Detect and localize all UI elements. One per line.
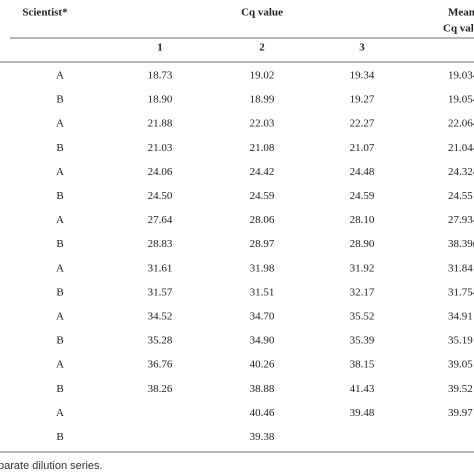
cq-cell: 31.57: [148, 286, 173, 298]
scientist-cell: B: [56, 431, 63, 443]
cq-cell: 31.51: [250, 286, 275, 298]
scientist-cell: A: [56, 359, 64, 371]
cq-cell: 36.76: [148, 359, 173, 371]
cq-cell: 18.99: [250, 94, 275, 106]
cq-cell: 24.59: [350, 190, 375, 202]
cq-cell: 22.27: [350, 118, 375, 130]
cq-cell: 28.83: [148, 238, 173, 250]
cq-cell: 34.90: [250, 335, 275, 347]
cq-cell: 18.73: [148, 70, 173, 82]
cq-cell: 27.64: [148, 214, 173, 226]
cq-cell: 38.15: [350, 359, 375, 371]
cq-cell: 28.97: [250, 238, 275, 250]
cq-cell: 31.92: [350, 262, 375, 274]
cq-cell: 24.50: [148, 190, 173, 202]
cq-cell: 34.91: [448, 311, 473, 323]
cq-cell: 35.52: [350, 311, 375, 323]
scientist-cell: A: [56, 262, 64, 274]
cq-cell: 24.06: [148, 166, 173, 178]
header-mean: Mean: [448, 7, 474, 19]
cq-cell: 24.324: [448, 166, 474, 178]
header-scientist: Scientist*: [22, 7, 68, 19]
scientist-cell: A: [56, 311, 64, 323]
cq-cell: 21.88: [148, 118, 173, 130]
cq-cell: 19.34: [350, 70, 375, 82]
cq-cell: 39.52: [448, 383, 473, 395]
cq-cell: 24.59: [250, 190, 275, 202]
cq-cell: 38.88: [250, 383, 275, 395]
scientist-cell: B: [56, 190, 63, 202]
cq-cell: 19.27: [350, 94, 375, 106]
cq-cell: 38.26: [148, 383, 173, 395]
cq-cell: 40.46: [250, 407, 275, 419]
cq-cell: 40.26: [250, 359, 275, 371]
cq-cell: 35.28: [148, 335, 173, 347]
cq-cell: 39.38: [250, 431, 275, 443]
cq-cell: 28.06: [250, 214, 275, 226]
subheader-cell: 1: [157, 42, 163, 54]
cq-cell: 28.90: [350, 238, 375, 250]
cq-cell: 35.19: [448, 335, 473, 347]
cq-cell: 28.10: [350, 214, 375, 226]
cq-cell: 34.70: [250, 311, 275, 323]
subheader-cell: 2: [259, 42, 265, 54]
header-mean: Cq value: [443, 23, 474, 35]
cq-cell: 27.934: [448, 214, 474, 226]
cq-cell: 38.39(: [448, 238, 474, 250]
cq-cell: 41.43: [350, 383, 375, 395]
cq-cell: 19.034: [448, 70, 474, 82]
scientist-cell: A: [56, 70, 64, 82]
cq-cell: 22.03: [250, 118, 275, 130]
cq-cell: 31.98: [250, 262, 275, 274]
scientist-cell: B: [56, 335, 63, 347]
scientist-cell: A: [56, 407, 64, 419]
scientist-cell: B: [56, 383, 63, 395]
cq-cell: 31.84: [448, 262, 473, 274]
cq-cell: 39.05: [448, 359, 473, 371]
cq-cell: 21.044: [448, 142, 474, 154]
cq-cell: 31.61: [148, 262, 173, 274]
cq-cell: 34.52: [148, 311, 173, 323]
cq-cell: 21.03: [148, 142, 173, 154]
cq-cell: 35.39: [350, 335, 375, 347]
scientist-cell: B: [56, 286, 63, 298]
cq-cell: 24.42: [250, 166, 275, 178]
cq-cell: 22.064: [448, 118, 474, 130]
scientist-cell: B: [56, 94, 63, 106]
cq-cell: 39.97: [448, 407, 473, 419]
scientist-cell: A: [56, 214, 64, 226]
cq-cell: 19.054: [448, 94, 474, 106]
cq-cell: 19.02: [250, 70, 275, 82]
footnote: parate dilution series.: [0, 460, 103, 472]
subheader-cell: 3: [359, 42, 365, 54]
cq-cell: 21.08: [250, 142, 275, 154]
scientist-cell: B: [56, 142, 63, 154]
cq-cell: 31.754: [448, 286, 474, 298]
header-cq: Cq value: [241, 7, 283, 19]
scientist-cell: A: [56, 166, 64, 178]
cq-cell: 21.07: [350, 142, 375, 154]
cq-cell: 24.48: [350, 166, 375, 178]
cq-cell: 24.55: [448, 190, 473, 202]
cq-cell: 32.17: [350, 286, 375, 298]
scientist-cell: B: [56, 238, 63, 250]
scientist-cell: A: [56, 118, 64, 130]
cq-cell: 18.90: [148, 94, 173, 106]
cq-cell: 39.48: [350, 407, 375, 419]
